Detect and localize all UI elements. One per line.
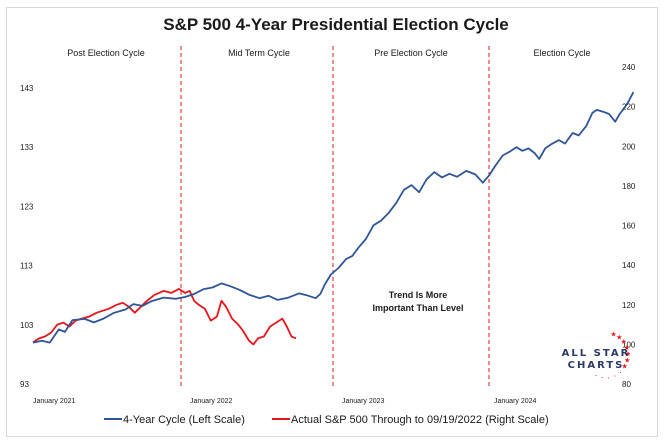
logo-star-icon: • bbox=[595, 373, 597, 378]
logo-text-line-1: ALL STAR bbox=[562, 348, 631, 359]
logo-star-icon: • bbox=[614, 373, 616, 378]
logo-star-icon: • bbox=[601, 375, 603, 380]
right-axis-tick-label: 120 bbox=[622, 301, 636, 310]
left-axis-tick-label: 123 bbox=[20, 202, 34, 211]
logo-star-icon: • bbox=[620, 370, 622, 375]
left-axis-tick-label: 113 bbox=[20, 262, 33, 271]
phase-label-pre-election: Pre Election Cycle bbox=[374, 48, 448, 58]
right-axis-tick-label: 140 bbox=[622, 261, 636, 270]
right-axis-tick-label: 200 bbox=[622, 142, 636, 151]
chart-frame bbox=[6, 7, 658, 437]
x-axis-tick-label: January 2024 bbox=[494, 398, 537, 405]
logo-star-icon: ★ bbox=[625, 350, 631, 358]
right-axis-tick-label: 240 bbox=[622, 63, 636, 72]
left-axis-tick-label: 133 bbox=[20, 143, 34, 152]
legend: 4-Year Cycle (Left Scale) Actual S&P 500… bbox=[104, 414, 549, 426]
right-axis-tick-label: 160 bbox=[622, 222, 636, 231]
all-star-charts-logo: ★ ★★★★★★••••• ALL STAR CHARTS bbox=[562, 330, 631, 380]
logo-star-icon: ★ bbox=[624, 344, 630, 352]
x-axis-tick-label: January 2021 bbox=[33, 398, 76, 405]
annotation-line-2: Important Than Level bbox=[372, 303, 463, 313]
legend-label-actual-sp500: Actual S&P 500 Through to 09/19/2022 (Ri… bbox=[291, 414, 549, 426]
right-axis-tick-label: 100 bbox=[622, 340, 636, 349]
annotation-line-1: Trend Is More bbox=[389, 290, 448, 300]
logo-star-icon: ★ bbox=[616, 333, 622, 341]
phase-label-election: Election Cycle bbox=[533, 48, 590, 58]
right-axis-tick-label: 220 bbox=[622, 103, 636, 112]
logo-star-icon: ★ bbox=[624, 357, 630, 365]
x-axis-tick-label: January 2023 bbox=[342, 398, 385, 405]
right-axis-tick-label: 80 bbox=[622, 380, 631, 389]
logo-star-icon: ★ bbox=[621, 338, 627, 346]
logo-text-line-2: CHARTS bbox=[568, 360, 625, 371]
legend-label-4-year-cycle: 4-Year Cycle (Left Scale) bbox=[123, 414, 245, 426]
chart-title: S&P 500 4-Year Presidential Election Cyc… bbox=[163, 15, 509, 34]
logo-star-icon: • bbox=[608, 375, 610, 380]
phase-label-post-election: Post Election Cycle bbox=[67, 48, 145, 58]
series-line-4-year-cycle bbox=[32, 91, 635, 344]
logo-star-icon: ★ bbox=[610, 330, 616, 338]
left-axis-tick-label: 143 bbox=[20, 84, 34, 93]
phase-label-mid-term: Mid Term Cycle bbox=[228, 48, 290, 58]
x-axis-tick-label: January 2022 bbox=[190, 398, 233, 405]
right-axis-tick-label: 180 bbox=[622, 182, 636, 191]
left-axis-tick-label: 93 bbox=[20, 380, 29, 389]
logo-star-icon: ★ bbox=[622, 363, 628, 371]
left-axis-tick-label: 103 bbox=[20, 321, 34, 330]
